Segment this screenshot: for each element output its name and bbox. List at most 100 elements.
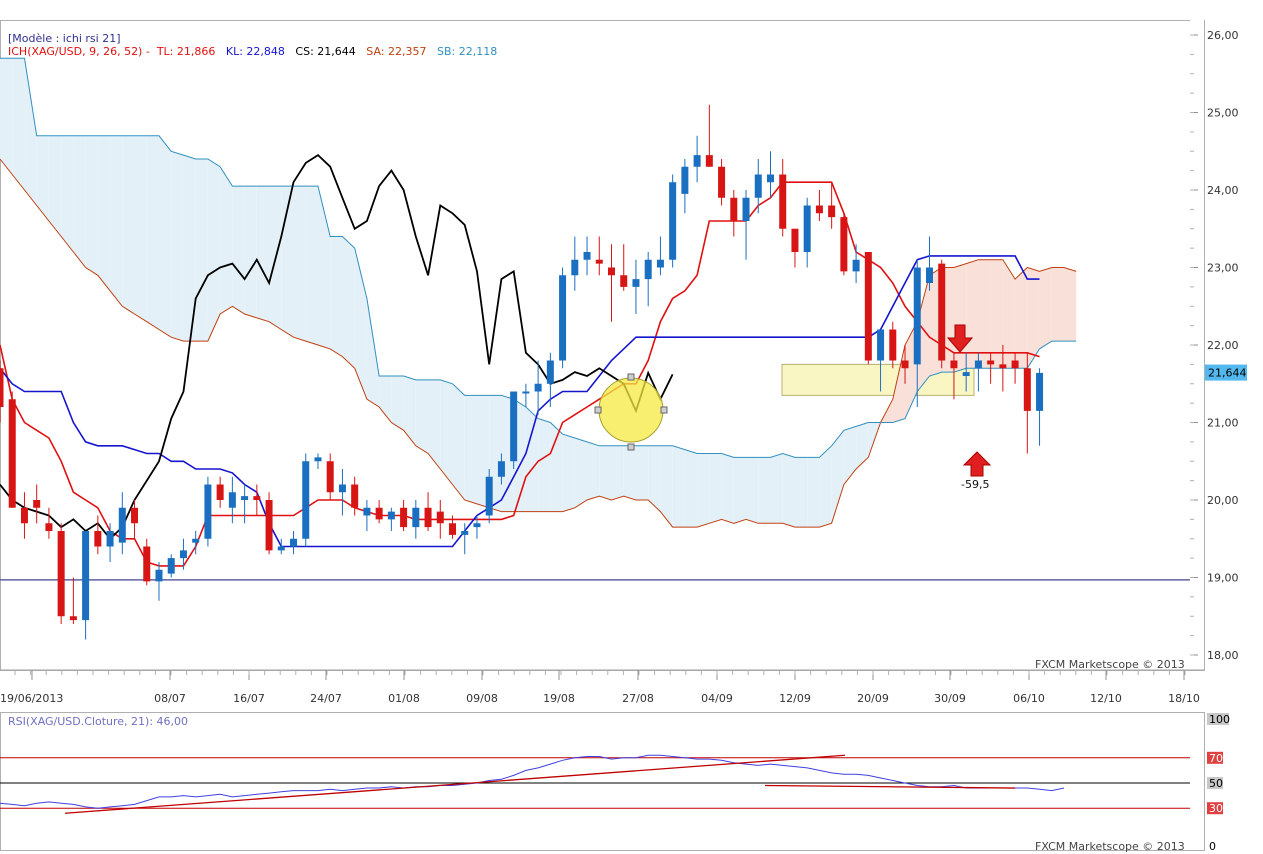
cloud-segment (48, 135, 62, 237)
candle-body (314, 457, 322, 462)
x-tick-label: 20/09 (857, 692, 889, 705)
candle-body (106, 531, 114, 547)
candle-body (595, 259, 603, 264)
senkou-b-line (0, 57, 1077, 458)
candle-body (424, 507, 432, 528)
cloud-segment (305, 186, 318, 345)
cloud-segment (843, 426, 857, 485)
candle-body (620, 275, 628, 287)
x-tick-label: 06/10 (1013, 692, 1045, 705)
cloud-segment (782, 453, 795, 528)
cloud-segment (660, 445, 673, 528)
circle-handle (627, 373, 635, 381)
candle-body (644, 259, 652, 280)
cloud-segment (110, 135, 123, 307)
candle-body (828, 205, 836, 218)
cloud-segment (538, 418, 551, 512)
cloud-segment (550, 422, 563, 512)
cloud-segment (990, 259, 1003, 369)
rsi-tick-label: 0 (1209, 840, 1216, 853)
candle-body (718, 166, 726, 198)
rsi-trendline-up (64, 754, 846, 814)
cloud-segment (746, 457, 759, 524)
candle-body (1011, 360, 1019, 369)
x-tick-label: 19/08 (543, 692, 575, 705)
x-tick-label: 04/09 (701, 692, 733, 705)
cloud-segment (183, 155, 196, 342)
candle-body (131, 507, 139, 524)
x-tick-label: 30/09 (934, 692, 966, 705)
candle-body (82, 531, 90, 621)
cloud-segment (464, 395, 477, 504)
rsi-trendline-flat (764, 784, 1016, 789)
candle-body (473, 523, 481, 528)
candle-body (546, 360, 554, 384)
cloud-segment (317, 186, 331, 349)
watermark-main: FXCM Marketscope © 2013 (1035, 658, 1185, 671)
cloud-segment (134, 135, 147, 322)
price-tick-label: 18,00 (1207, 649, 1239, 662)
cloud-segment (330, 236, 343, 357)
candle-body (901, 360, 909, 369)
cloud-segment (574, 438, 588, 508)
candle-body (571, 259, 579, 276)
candle-body (497, 461, 505, 477)
senkou-a-line (0, 158, 1077, 528)
candle-body (803, 205, 811, 252)
candle-body (412, 507, 420, 528)
cloud-segment (966, 259, 979, 369)
candle-body (265, 500, 273, 551)
cloud-segment (978, 259, 991, 369)
candle-body (216, 484, 224, 500)
candle-body (94, 531, 102, 547)
cloud-segment (672, 445, 685, 528)
candle-body (583, 252, 591, 260)
x-tick-label: 01/08 (388, 692, 420, 705)
candle-body (962, 372, 970, 376)
price-tick-label: 22,00 (1207, 339, 1239, 352)
candle-body (559, 275, 567, 361)
cloud-segment (819, 445, 832, 528)
candle-body (754, 174, 762, 198)
circle-handle (594, 406, 602, 414)
candle-body (363, 507, 371, 516)
price-tag (1205, 364, 1247, 381)
candle-body (326, 461, 334, 493)
x-tick-label: 12/10 (1090, 692, 1122, 705)
cloud-segment (611, 445, 624, 500)
cloud-segment (721, 453, 734, 524)
candle-body (179, 550, 187, 559)
candle-body (338, 484, 346, 493)
cloud-segment (1064, 267, 1077, 342)
price-tick-label: 23,00 (1207, 262, 1239, 275)
candle-body (45, 523, 53, 531)
rsi-level-tag (1207, 751, 1223, 764)
tenkan-value: TL: 21,866 (156, 45, 216, 58)
candle-body (57, 531, 65, 617)
cloud-segment (146, 135, 159, 330)
candle-body (913, 267, 921, 365)
down-arrow-icon (946, 324, 974, 353)
candle-body (974, 360, 982, 369)
cloud-segment (562, 434, 575, 512)
candle-body (510, 391, 518, 462)
cloud-segment (403, 376, 416, 446)
candle-body (999, 364, 1007, 369)
candle-body (681, 166, 689, 194)
rsi-line (0, 754, 1065, 809)
candle-body (669, 182, 677, 260)
rsi-tick-label: 100 (1209, 713, 1230, 726)
cloud-segment (623, 445, 636, 500)
cloud-segment (244, 186, 257, 318)
annotation-label: -59,5 (961, 478, 989, 491)
indicator-name: ICH(XAG/USD, 9, 26, 52) - (8, 45, 150, 58)
rsi-level-tag (1207, 777, 1223, 789)
rsi-title: RSI(XAG/USD.Cloture, 21): 46,00 (8, 715, 188, 728)
candle-body (69, 616, 77, 621)
candle-body (1036, 372, 1044, 411)
candle-body (241, 496, 249, 500)
cloud-segment (207, 159, 221, 342)
model-label: [Modèle : ichi rsi 21] (8, 32, 121, 45)
candle-body (143, 546, 151, 582)
